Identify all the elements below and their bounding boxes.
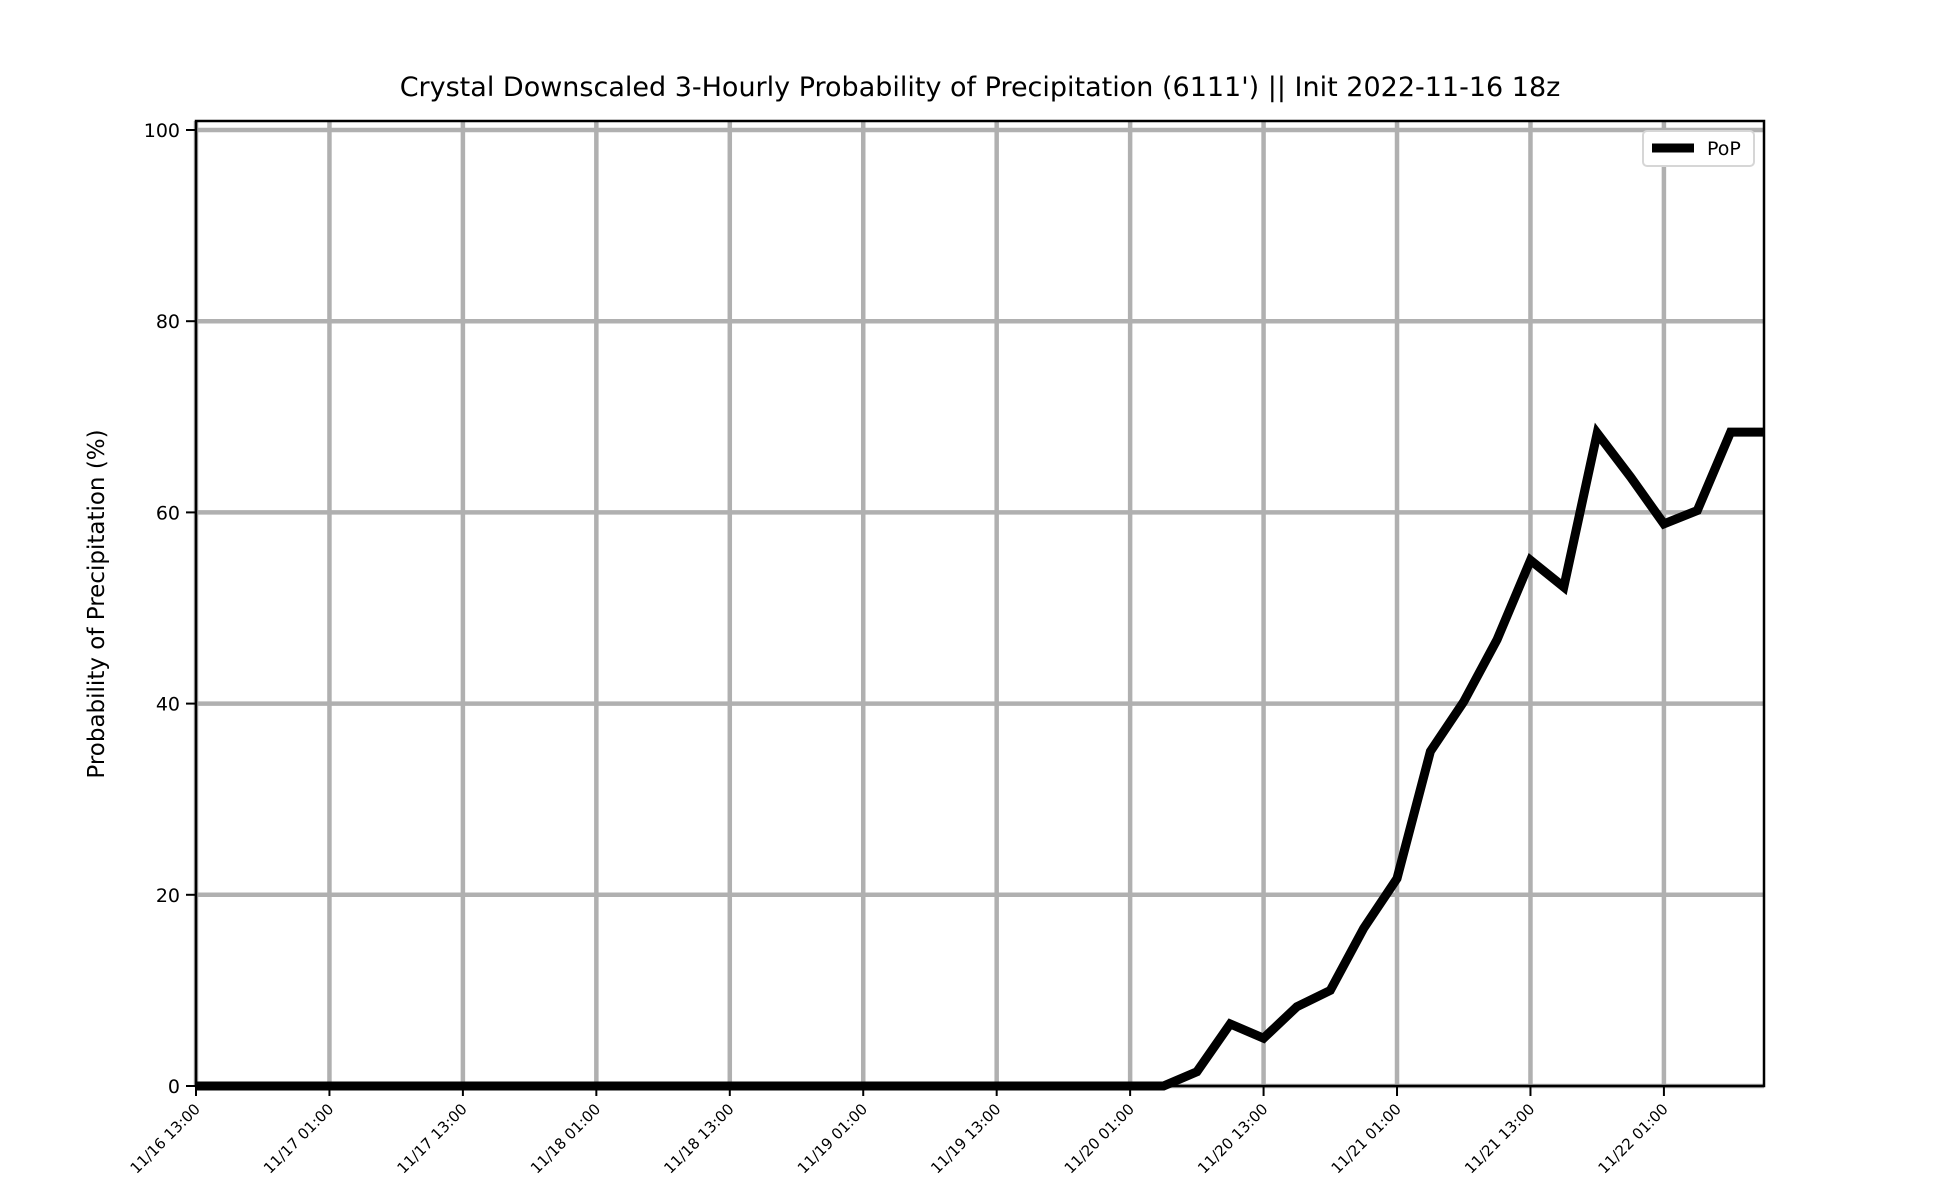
legend-label-pop: PoP [1707, 138, 1741, 160]
chart-title: Crystal Downscaled 3-Hourly Probability … [400, 72, 1561, 103]
y-tick-label: 100 [144, 120, 180, 142]
y-tick-label: 40 [156, 694, 180, 716]
plot-frame [194, 119, 1766, 1088]
legend: PoP [1642, 130, 1755, 167]
y-tick-label: 60 [156, 502, 180, 524]
y-axis-label: Probability of Precipitation (%) [84, 429, 110, 778]
y-tick-label: 0 [168, 1076, 180, 1098]
legend-box [1642, 130, 1755, 167]
y-tick-label: 80 [156, 311, 180, 333]
y-tick-label: 20 [156, 885, 180, 907]
